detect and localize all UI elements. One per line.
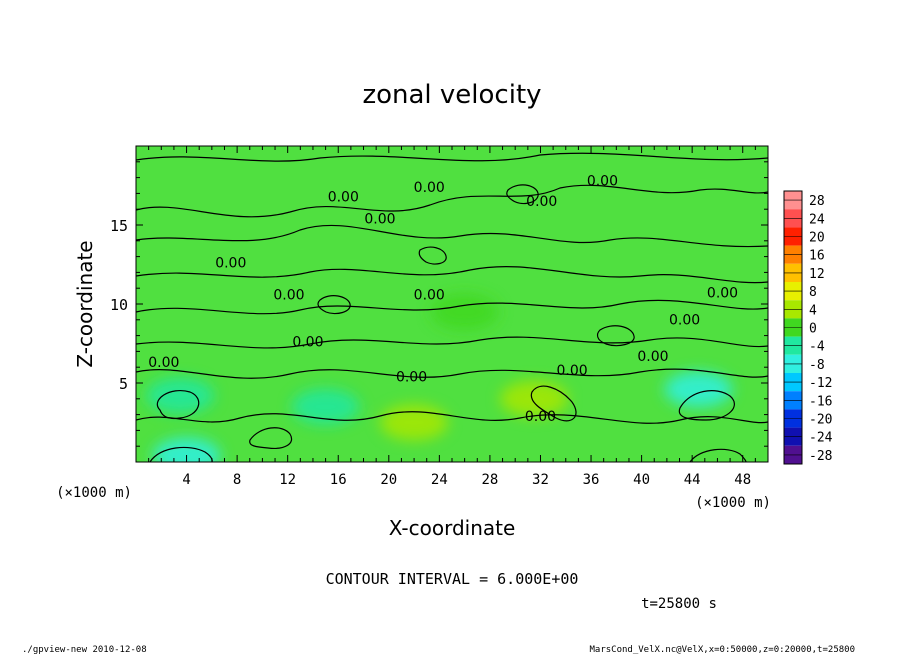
contour-label: 0.00 (587, 174, 618, 190)
colorbar-label: 12 (809, 267, 825, 282)
x-tick-label: 44 (684, 472, 701, 488)
contour-label: 0.00 (525, 409, 556, 425)
contour-label: 0.00 (707, 286, 738, 302)
x-tick-label: 16 (330, 472, 347, 488)
contour-line (506, 184, 539, 205)
contour-label: 0.00 (396, 369, 427, 385)
field-feature (500, 380, 569, 417)
field-feature (664, 371, 733, 408)
contour-interval: CONTOUR INTERVAL = 6.000E+00 (326, 570, 579, 588)
footer-left: ./gpview-new 2010-12-08 (22, 645, 147, 654)
x-tick-label: 48 (734, 472, 751, 488)
x-tick-label: 32 (532, 472, 549, 488)
contour-line (136, 152, 768, 162)
contour-label: 0.00 (148, 355, 179, 371)
contour-line (317, 295, 351, 315)
contour-line (136, 265, 768, 284)
colorbar-label: 24 (809, 212, 825, 227)
contour-label: 0.00 (414, 180, 445, 196)
contour-label: 0.00 (526, 194, 557, 210)
contour-line (678, 390, 735, 421)
contour-label: 0.00 (637, 349, 668, 365)
y-axis-unit: (×1000 m) (56, 485, 132, 501)
colorbar-label: -28 (809, 449, 832, 464)
contour-label: 0.00 (364, 211, 395, 227)
contour-line (156, 390, 200, 420)
time-label: t=25800 s (641, 596, 717, 612)
contour-label: 0.00 (328, 189, 359, 205)
x-tick-label: 36 (583, 472, 600, 488)
field-features (146, 293, 733, 462)
colorbar-label: 4 (809, 303, 817, 318)
x-tick-label: 8 (233, 472, 241, 488)
y-tick-label: 10 (110, 296, 128, 314)
colorbar-label: -20 (809, 413, 832, 428)
contour-label: 0.00 (273, 287, 304, 303)
x-axis-unit: (×1000 m) (695, 495, 771, 511)
chart-title: zonal velocity (362, 80, 541, 110)
contour-line (136, 299, 768, 315)
colorbar-label: -4 (809, 340, 825, 355)
colorbar-label: -16 (809, 394, 832, 409)
x-tick-label: 4 (182, 472, 190, 488)
y-axis: 5 10 15 (110, 161, 768, 447)
contour-label: 0.00 (556, 363, 587, 379)
contour-line (136, 224, 768, 248)
colorbar-label: -12 (809, 376, 832, 391)
contour-line (136, 368, 768, 379)
contour-line (249, 427, 293, 449)
colorbar-label: -24 (809, 431, 833, 446)
field-feature (152, 437, 221, 462)
x-tick-label: 24 (431, 472, 448, 488)
contour-line (136, 336, 768, 349)
x-tick-label: 12 (279, 472, 296, 488)
x-axis-label: X-coordinate (389, 516, 516, 540)
field-feature (430, 293, 499, 330)
contour-line (530, 385, 577, 422)
colorbar-labels: 28 24 20 16 12 8 4 0 -4 -8 -12 -16 -20 -24 -28 (809, 194, 833, 464)
contour-line (689, 448, 747, 462)
contour-label: 0.00 (414, 287, 445, 303)
x-axis: 4 8 12 16 20 24 28 32 36 40 44 48 (148, 146, 756, 488)
y-tick-label: 15 (110, 217, 128, 235)
y-tick-label: 5 (119, 375, 128, 393)
x-tick-label: 28 (481, 472, 498, 488)
field-feature (380, 404, 449, 441)
field-feature (291, 388, 360, 425)
contour-line (596, 325, 635, 347)
colorbar-label: 28 (809, 194, 825, 209)
contour-line (136, 184, 768, 218)
contour-label: 0.00 (215, 256, 246, 272)
colorbar-label: 20 (809, 231, 825, 246)
colorbar-label: -8 (809, 358, 825, 373)
colorbar-label: 0 (809, 322, 817, 337)
x-tick-label: 40 (633, 472, 650, 488)
contour-lines (136, 152, 768, 462)
contour-line (136, 411, 768, 424)
y-axis-label: Z-coordinate (73, 240, 97, 367)
colorbar-label: 8 (809, 285, 817, 300)
footer-right: MarsCond_VelX.nc@VelX,x=0:50000,z=0:2000… (589, 645, 855, 654)
contour-label: 0.00 (292, 335, 323, 351)
contour-line (418, 246, 447, 265)
contour-label: 0.00 (669, 313, 700, 329)
x-tick-label: 20 (380, 472, 397, 488)
contour-labels: 0.00 0.00 0.00 0.00 0.00 0.00 0.00 0.00 0.00 0.00… (148, 174, 738, 425)
field-feature (146, 377, 215, 414)
colorbar-label: 16 (809, 249, 825, 264)
colorbar (783, 190, 803, 465)
plot-area: 0.00 0.00 0.00 0.00 0.00 0.00 0.00 0.00 0.00 0.00… (110, 145, 769, 488)
